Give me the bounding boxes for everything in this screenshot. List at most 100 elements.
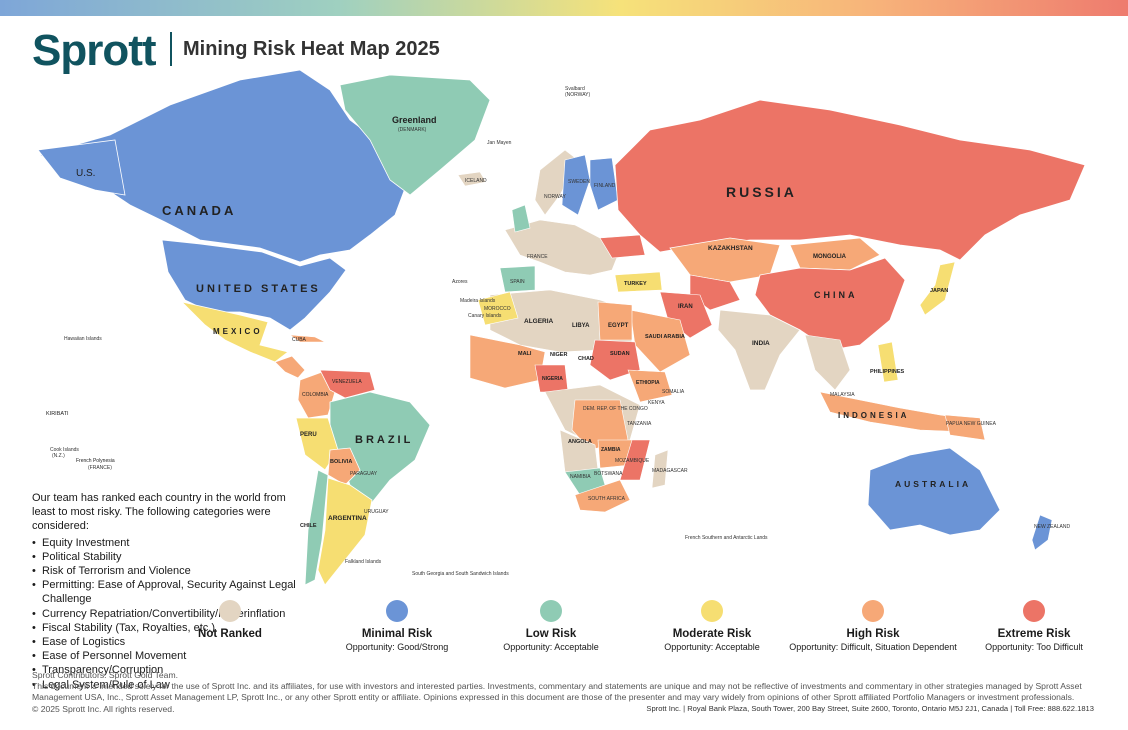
- label-french-polynesia: French Polynesia: [76, 458, 115, 464]
- region-bolivia: [327, 447, 361, 486]
- label-brazil: BRAZIL: [355, 434, 413, 446]
- label-bolivia: BOLIVIA: [330, 459, 352, 465]
- label-ethiopia: ETHIOPIA: [636, 380, 660, 386]
- region-south-africa: [574, 479, 631, 513]
- region-southeast-asia: [804, 334, 851, 391]
- label-canada: CANADA: [162, 203, 236, 218]
- criteria-panel: Our team has ranked each country in the …: [32, 491, 312, 692]
- legend-swatch: [862, 600, 884, 622]
- legend-label: Low Risk: [525, 628, 577, 640]
- label-sudan: SUDAN: [610, 351, 630, 357]
- label-greenland: Greenland: [392, 115, 437, 125]
- legend-swatch: [386, 600, 408, 622]
- label-niger: NIGER: [550, 352, 567, 358]
- label-tanzania: TANZANIA: [627, 421, 652, 427]
- label-kenya: KENYA: [648, 400, 665, 406]
- label-mozambique: MOZAMBIQUE: [615, 458, 650, 464]
- footer-copyright: © 2025 Sprott Inc. All rights reserved.: [32, 703, 175, 714]
- region-mexico: [180, 301, 289, 363]
- region-india: [717, 309, 801, 391]
- label-iceland: ICELAND: [465, 178, 487, 184]
- criteria-item: Equity Investment: [32, 536, 312, 550]
- label-madagascar: MADAGASCAR: [652, 468, 688, 474]
- sprott-logo: Sprott: [32, 26, 157, 75]
- label-nz-paren: (N.Z.): [52, 453, 65, 459]
- label-paraguay: PARAGUAY: [350, 471, 378, 477]
- region-china: [754, 257, 906, 351]
- label-france-paren: (FRANCE): [88, 465, 112, 471]
- label-iran: IRAN: [678, 304, 693, 310]
- region-ukraine: [599, 234, 646, 259]
- region-turkey: [614, 271, 663, 293]
- label-france: FRANCE: [527, 254, 548, 260]
- region-central-america: [274, 355, 306, 379]
- label-kazakhstan: KAZAKHSTAN: [708, 245, 753, 252]
- label-spain: SPAIN: [510, 279, 525, 285]
- label-saudi-arabia: SAUDI ARABIA: [645, 334, 685, 340]
- top-gradient-bar: [0, 0, 1128, 16]
- label-somalia: SOMALIA: [662, 389, 685, 395]
- footer-disclaimer-text: This document is intended solely for the…: [32, 681, 1082, 703]
- criteria-intro: Our team has ranked each country in the …: [32, 492, 286, 533]
- label-zambia: ZAMBIA: [601, 447, 621, 453]
- label-indonesia: INDONESIA: [838, 411, 909, 420]
- region-iran: [659, 291, 713, 339]
- legend-sub: Opportunity: Too Difficult: [985, 642, 1083, 652]
- region-mongolia: [789, 237, 881, 271]
- region-russia: [614, 99, 1086, 261]
- label-libya: LIBYA: [572, 323, 590, 329]
- label-sweden: SWEDEN: [568, 179, 590, 185]
- footer-contributors: Sprott Contributors: Sprott Gold Team.: [32, 670, 179, 680]
- region-alaska: [37, 139, 126, 196]
- region-iceland: [457, 171, 487, 187]
- legend-sub: Opportunity: Difficult, Situation Depend…: [789, 642, 957, 652]
- label-australia: AUSTRALIA: [895, 479, 971, 489]
- label-madeira: Madeira Islands: [460, 298, 496, 304]
- label-malaysia: MALAYSIA: [830, 392, 855, 398]
- criteria-item: Transparency/Corruption: [32, 663, 312, 677]
- legend-label: Moderate Risk: [672, 628, 752, 640]
- page-title: Mining Risk Heat Map 2025: [183, 38, 440, 60]
- label-peru: PERU: [300, 432, 317, 438]
- region-mozambique: [619, 439, 651, 481]
- region-ethiopia: [627, 369, 673, 403]
- region-papua-new-guinea: [944, 414, 986, 441]
- label-uruguay: URUGUAY: [364, 509, 389, 515]
- label-kiribati: KIRIBATI: [46, 411, 69, 417]
- label-mali: MALI: [518, 351, 532, 357]
- label-norway: NORWAY: [544, 194, 567, 200]
- region-saudi-arabia: [629, 309, 691, 373]
- label-united-states: UNITED STATES: [196, 283, 321, 295]
- label-chile: CHILE: [300, 523, 317, 529]
- label-egypt: EGYPT: [608, 323, 629, 329]
- label-papua-new-guinea: PAPUA NEW GUINEA: [946, 421, 997, 427]
- label-morocco: MOROCCO: [484, 306, 511, 312]
- legend-low-risk: Low Risk Opportunity: Acceptable: [466, 600, 636, 652]
- region-madagascar: [651, 449, 669, 489]
- label-india: INDIA: [752, 340, 770, 347]
- label-azores: Azores: [452, 279, 468, 285]
- label-falkland: Falkland Islands: [345, 559, 382, 565]
- legend-label: High Risk: [846, 628, 900, 640]
- criteria-item: Ease of Personnel Movement: [32, 649, 312, 663]
- legend-label: Extreme Risk: [997, 628, 1071, 640]
- region-japan: [919, 261, 956, 316]
- label-algeria: ALGERIA: [524, 318, 554, 325]
- label-mongolia: MONGOLIA: [813, 254, 847, 260]
- label-mexico: MEXICO: [213, 327, 263, 336]
- label-dr-congo: DEM. REP. OF THE CONGO: [583, 406, 648, 412]
- region-greenland: [339, 74, 491, 196]
- footer-address: Sprott Inc. | Royal Bank Plaza, South To…: [646, 704, 1094, 713]
- region-uk: [511, 204, 531, 233]
- label-south-georgia: South Georgia and South Sandwich Islands: [412, 571, 509, 577]
- legend-label: Minimal Risk: [361, 628, 433, 640]
- legend-minimal-risk: Minimal Risk Opportunity: Good/Strong: [312, 600, 482, 652]
- legend-not-ranked: Not Ranked: [145, 600, 315, 642]
- legend-swatch: [219, 600, 241, 622]
- legend-sub: Opportunity: Good/Strong: [345, 642, 449, 652]
- legend-moderate-risk: Moderate Risk Opportunity: Acceptable: [627, 600, 797, 652]
- legend-extreme-risk: Extreme Risk Opportunity: Too Difficult: [949, 600, 1119, 652]
- label-argentina: ARGENTINA: [328, 515, 367, 522]
- legend-swatch: [1023, 600, 1045, 622]
